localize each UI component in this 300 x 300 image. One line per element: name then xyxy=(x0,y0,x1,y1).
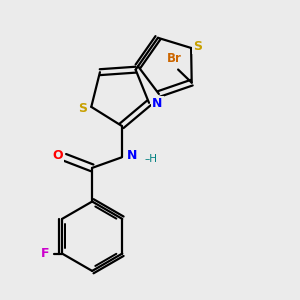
Text: S: S xyxy=(193,40,202,53)
Text: N: N xyxy=(127,149,137,162)
Text: F: F xyxy=(41,247,50,260)
Text: Br: Br xyxy=(167,52,182,65)
Text: S: S xyxy=(78,103,87,116)
Text: O: O xyxy=(52,149,63,162)
Text: N: N xyxy=(152,98,163,110)
Text: –H: –H xyxy=(145,154,158,164)
